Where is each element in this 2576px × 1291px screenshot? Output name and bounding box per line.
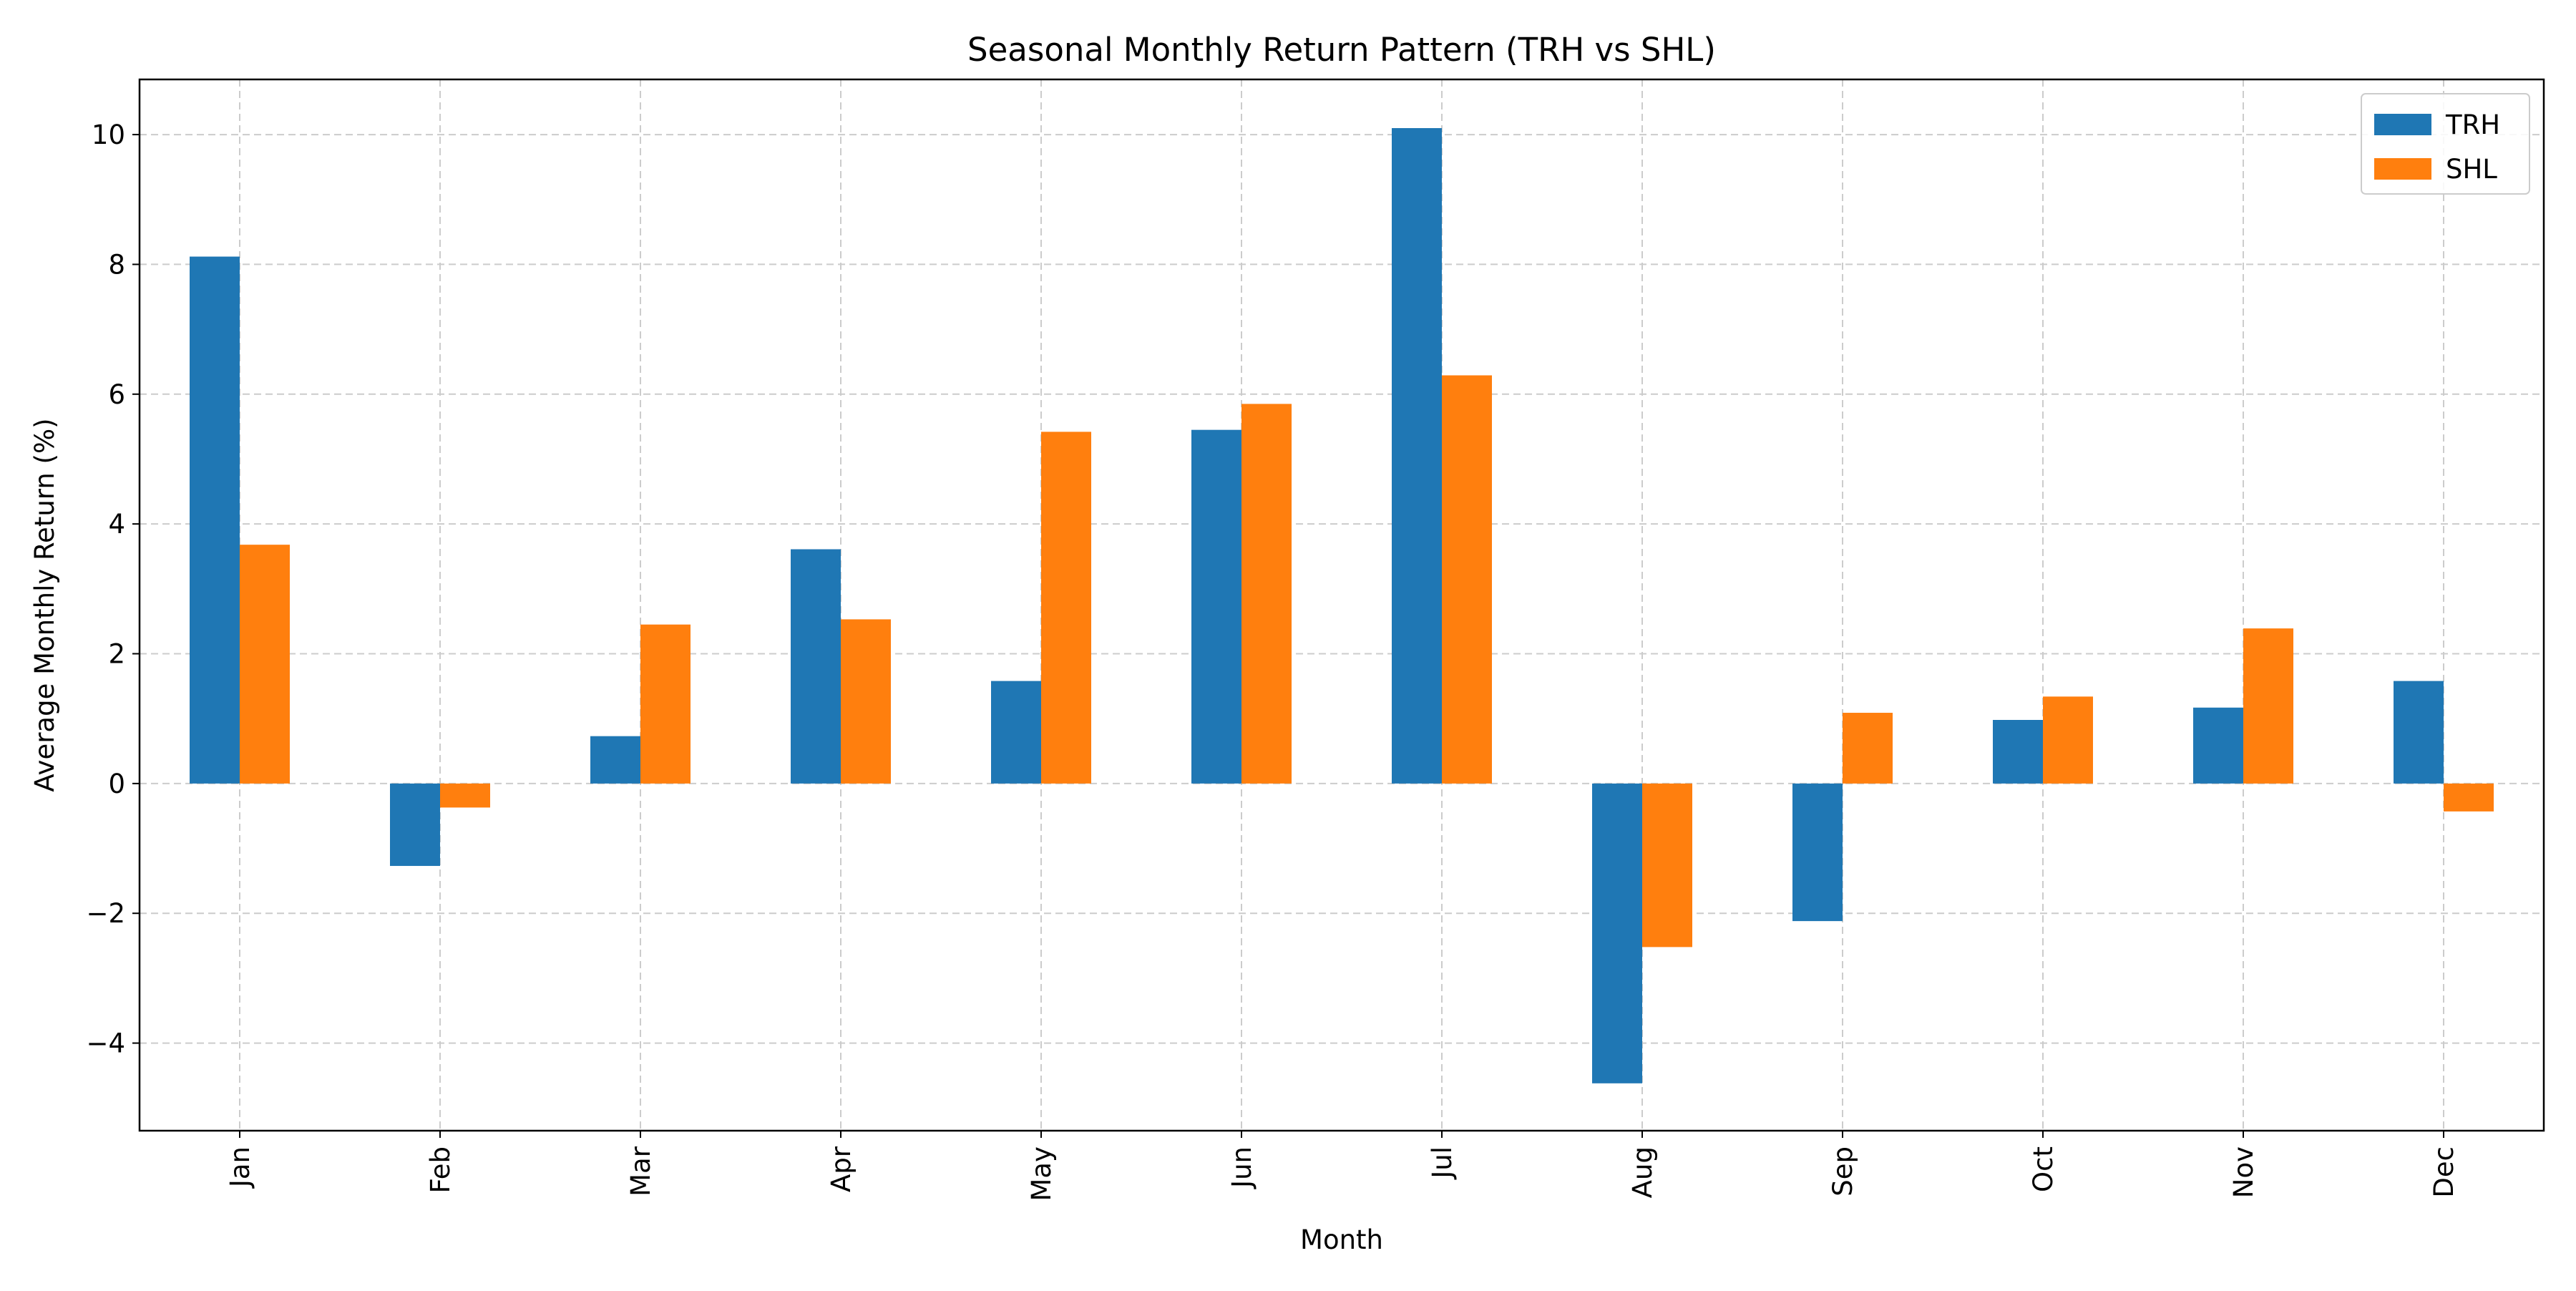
bar-trh	[1592, 783, 1642, 1083]
x-tick-label: Apr	[826, 1146, 857, 1192]
y-axis-label: Average Monthly Return (%)	[29, 418, 60, 791]
ticks: −4 −2 0 2 4 6 8 10 Jan Feb Mar Apr May Jun Jul Aug Sep Oc…	[86, 120, 2459, 1201]
bar-trh	[1191, 429, 1241, 784]
bar-trh	[791, 549, 841, 784]
bar-trh	[590, 736, 640, 784]
x-tick-label: Oct	[2028, 1146, 2059, 1192]
y-tick-label: 6	[108, 379, 125, 410]
legend-label-shl: SHL	[2446, 154, 2497, 185]
bar-shl	[1041, 432, 1091, 784]
x-tick-label: Aug	[1627, 1146, 1658, 1198]
x-tick-label: Jan	[225, 1146, 255, 1189]
y-tick-label: 4	[108, 509, 125, 540]
bar-trh	[190, 256, 240, 784]
y-tick-label: −4	[86, 1028, 125, 1059]
x-tick-label: May	[1026, 1146, 1057, 1202]
bar-trh	[991, 681, 1041, 784]
y-tick-label: 2	[108, 639, 125, 670]
bar-shl	[1642, 783, 1692, 947]
bar-shl	[1843, 713, 1893, 784]
bar-trh	[390, 783, 440, 867]
bar-trh	[1993, 720, 2043, 784]
y-tick-label: 8	[108, 249, 125, 280]
bar-shl	[240, 545, 290, 784]
bar-shl	[1442, 375, 1492, 784]
bar-shl	[2043, 696, 2093, 784]
x-tick-label: Feb	[425, 1146, 456, 1194]
bar-shl	[440, 783, 490, 808]
bar-shl	[841, 619, 891, 784]
bar-trh	[2193, 707, 2243, 784]
legend-swatch-shl	[2374, 158, 2431, 180]
legend-swatch-trh	[2374, 114, 2431, 135]
legend-label-trh: TRH	[2445, 109, 2500, 140]
bar-trh	[1392, 128, 1442, 784]
bar-shl	[2243, 628, 2293, 784]
bar-trh	[2394, 681, 2444, 784]
grid-lines	[140, 79, 2544, 1131]
plot-frame	[138, 78, 2545, 1132]
bar-shl	[640, 624, 691, 784]
x-tick-label: Dec	[2429, 1146, 2459, 1198]
x-tick-label: Jul	[1427, 1146, 1458, 1180]
bar-trh	[1792, 783, 1843, 922]
y-tick-label: 0	[108, 769, 125, 799]
x-axis-label: Month	[1300, 1224, 1383, 1255]
x-tick-label: Sep	[1828, 1146, 1858, 1197]
bar-shl	[2444, 783, 2494, 812]
y-tick-label: −2	[86, 898, 125, 929]
bar-shl	[1241, 404, 1292, 784]
y-tick-label: 10	[92, 120, 125, 150]
x-tick-label: Jun	[1226, 1146, 1257, 1189]
legend: TRH SHL	[2361, 93, 2530, 195]
bars	[190, 128, 2494, 1083]
chart-title: Seasonal Monthly Return Pattern (TRH vs …	[967, 31, 1716, 69]
x-tick-label: Mar	[625, 1146, 656, 1197]
x-tick-label: Nov	[2228, 1146, 2259, 1198]
